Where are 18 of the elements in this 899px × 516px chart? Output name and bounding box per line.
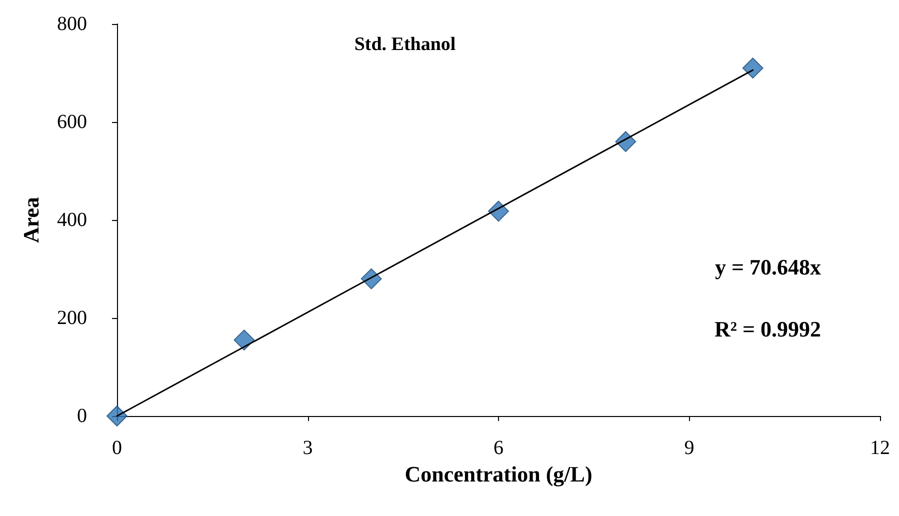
annotation: y = 70.648x <box>714 254 822 280</box>
y-tick-label: 0 <box>77 405 87 427</box>
annotation: R² = 0.9992 <box>714 316 822 342</box>
text: Std. Ethanol <box>354 34 456 55</box>
x-axis-title: Concentration (g/L) <box>404 461 592 486</box>
y-tick-label: 600 <box>57 111 87 133</box>
x-tick-label: 0 <box>112 437 122 459</box>
y-tick-label: 400 <box>57 209 87 231</box>
x-tick-label: 12 <box>870 437 890 459</box>
x-tick-label: 3 <box>302 437 313 459</box>
x-tick-label: 6 <box>494 437 504 459</box>
y-tick-label: 800 <box>57 13 87 35</box>
point <box>742 58 764 79</box>
point <box>106 406 128 426</box>
x-tick-label: 9 <box>684 437 694 459</box>
y-tick-label: 200 <box>57 307 87 329</box>
point <box>234 330 255 351</box>
y-axis-title: Area <box>18 196 44 244</box>
